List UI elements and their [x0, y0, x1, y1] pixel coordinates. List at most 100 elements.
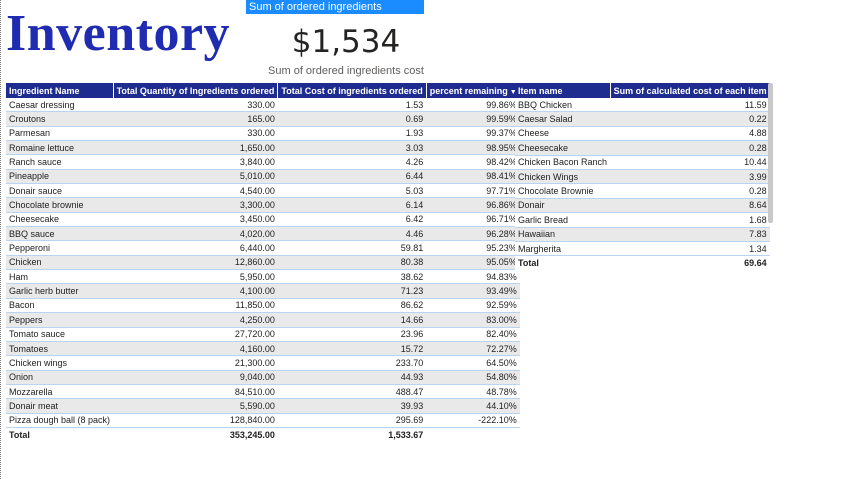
- item-name-cell: Cheese: [515, 126, 611, 142]
- table-row[interactable]: Caesar Salad 0.22: [515, 111, 770, 127]
- quantity-cell: 4,020.00: [113, 226, 278, 242]
- table-row[interactable]: Chicken wings 21,300.00 233.70 64.50%: [6, 355, 520, 371]
- table-row[interactable]: Cheesecake 3,450.00 6.42 96.71%: [6, 212, 520, 228]
- column-header-total-quantity[interactable]: Total Quantity of Ingredients ordered: [113, 83, 279, 98]
- column-header-total-cost[interactable]: Total Cost of ingredients ordered: [277, 83, 427, 98]
- items-table: Item name Sum of calculated cost of each…: [515, 83, 770, 270]
- table-row[interactable]: Chocolate brownie 3,300.00 6.14 96.86%: [6, 197, 520, 213]
- item-name-cell: Chocolate Brownie: [515, 183, 611, 199]
- table-row[interactable]: Donair 8.64: [515, 198, 770, 214]
- table-row[interactable]: Garlic herb butter 4,100.00 71.23 93.49%: [6, 283, 520, 299]
- column-header-percent-remaining[interactable]: percent remaining ▼: [426, 83, 520, 98]
- table-row[interactable]: Onion 9,040.00 44.93 54.80%: [6, 370, 520, 385]
- table-row[interactable]: Romaine lettuce 1,650.00 3.03 98.95%: [6, 140, 520, 156]
- percent-remaining-cell: 95.23%: [426, 240, 520, 256]
- percent-remaining-cell: 44.10%: [426, 398, 520, 414]
- percent-remaining-cell: 72.27%: [426, 341, 520, 357]
- item-name-cell: Margherita: [515, 241, 611, 257]
- table-row[interactable]: Croutons 165.00 0.69 99.59%: [6, 111, 520, 127]
- ingredient-name-cell: Tomato sauce: [6, 327, 114, 342]
- table-row[interactable]: Ham 5,950.00 38.62 94.83%: [6, 269, 520, 285]
- table-row[interactable]: Ranch sauce 3,840.00 4.26 98.42%: [6, 154, 520, 170]
- percent-remaining-cell: 99.37%: [426, 126, 520, 142]
- table-row[interactable]: Margherita 1.34: [515, 241, 770, 257]
- table-row[interactable]: Mozzarella 84,510.00 488.47 48.78%: [6, 384, 520, 400]
- item-name-cell: Hawaiian: [515, 227, 611, 242]
- ingredient-name-cell: Romaine lettuce: [6, 140, 114, 156]
- cost-cell: 4.26: [277, 154, 427, 170]
- cost-cell: 6.42: [277, 212, 427, 228]
- column-header-calculated-cost[interactable]: Sum of calculated cost of each item: [610, 83, 770, 98]
- inventory-table: Ingredient Name Total Quantity of Ingred…: [6, 83, 520, 442]
- cost-cell: 80.38: [277, 255, 427, 271]
- ingredient-name-cell: Cheesecake: [6, 212, 114, 228]
- item-cost-cell: 7.83: [610, 227, 770, 242]
- table-row[interactable]: Peppers 4,250.00 14.66 83.00%: [6, 312, 520, 328]
- item-cost-cell: 1.68: [610, 212, 770, 228]
- table-row[interactable]: Bacon 11,850.00 86.62 92.59%: [6, 298, 520, 314]
- item-cost-cell: 11.59: [610, 98, 770, 113]
- table-row[interactable]: Chicken Bacon Ranch 10.44: [515, 155, 770, 170]
- ingredient-name-cell: Donair meat: [6, 398, 114, 414]
- quantity-cell: 1,650.00: [113, 140, 278, 156]
- cost-cell: 4.46: [277, 226, 427, 242]
- column-header-item-name[interactable]: Item name: [515, 83, 611, 98]
- total-ingredient-name-cell: Total: [6, 426, 114, 442]
- cost-cell: 23.96: [277, 327, 427, 342]
- cost-cell: 15.72: [277, 341, 427, 357]
- quantity-cell: 84,510.00: [113, 384, 278, 400]
- quantity-cell: 3,840.00: [113, 154, 278, 170]
- cost-cell: 488.47: [277, 384, 427, 400]
- table-row[interactable]: Hawaiian 7.83: [515, 227, 770, 242]
- percent-remaining-label: percent remaining: [429, 85, 508, 96]
- table-row[interactable]: BBQ sauce 4,020.00 4.46 96.28%: [6, 226, 520, 242]
- cost-cell: 44.93: [277, 370, 427, 385]
- table-row[interactable]: Garlic Bread 1.68: [515, 212, 770, 228]
- item-cost-cell: 1.34: [610, 241, 770, 257]
- table-row[interactable]: Chocolate Brownie 0.28: [515, 183, 770, 199]
- table-row[interactable]: Tomatoes 4,160.00 15.72 72.27%: [6, 341, 520, 357]
- table-row[interactable]: Chicken Wings 3.99: [515, 169, 770, 185]
- total-item-cost-cell: 69.64: [610, 255, 770, 270]
- item-name-cell: Caesar Salad: [515, 111, 611, 127]
- cost-cell: 86.62: [277, 298, 427, 314]
- table-row[interactable]: Pizza dough ball (8 pack) 128,840.00 295.6…: [6, 413, 520, 428]
- column-header-ingredient-name[interactable]: Ingredient Name: [6, 83, 114, 98]
- sort-descending-icon[interactable]: ▼: [509, 88, 517, 96]
- quantity-cell: 4,540.00: [113, 183, 278, 199]
- cost-cell: 6.44: [277, 169, 427, 185]
- table-row[interactable]: Parmesan 330.00 1.93 99.37%: [6, 126, 520, 142]
- items-table-scrollbar[interactable]: [768, 83, 773, 223]
- ingredient-name-cell: Mozzarella: [6, 384, 114, 400]
- items-table-header-row: Item name Sum of calculated cost of each…: [515, 83, 770, 98]
- ingredient-name-cell: Peppers: [6, 312, 114, 328]
- percent-remaining-cell: 98.95%: [426, 140, 520, 156]
- item-name-cell: BBQ Chicken: [515, 98, 611, 113]
- percent-remaining-cell: 96.28%: [426, 226, 520, 242]
- total-row: Total 69.64: [515, 255, 770, 270]
- table-row[interactable]: Pepperoni 6,440.00 59.81 95.23%: [6, 240, 520, 256]
- percent-remaining-cell: 96.71%: [426, 212, 520, 228]
- table-row[interactable]: Donair sauce 4,540.00 5.03 97.71%: [6, 183, 520, 199]
- table-row[interactable]: Tomato sauce 27,720.00 23.96 82.40%: [6, 327, 520, 342]
- table-row[interactable]: Chicken 12,860.00 80.38 95.05%: [6, 255, 520, 271]
- percent-remaining-cell: 97.71%: [426, 183, 520, 199]
- ingredient-name-cell: Chicken: [6, 255, 114, 271]
- percent-remaining-cell: 99.86%: [426, 98, 520, 113]
- cost-cell: 1.93: [277, 126, 427, 142]
- table-row[interactable]: Caesar dressing 330.00 1.53 99.86%: [6, 98, 520, 113]
- quantity-cell: 4,160.00: [113, 341, 278, 357]
- percent-remaining-cell: 64.50%: [426, 355, 520, 371]
- table-row[interactable]: Cheesecake 0.28: [515, 140, 770, 156]
- item-name-cell: Cheesecake: [515, 140, 611, 156]
- percent-remaining-cell: 83.00%: [426, 312, 520, 328]
- cost-cell: 71.23: [277, 283, 427, 299]
- quantity-cell: 128,840.00: [113, 413, 278, 428]
- table-row[interactable]: BBQ Chicken 11.59: [515, 98, 770, 113]
- table-row[interactable]: Pineapple 5,010.00 6.44 98.41%: [6, 169, 520, 185]
- table-row[interactable]: Cheese 4.88: [515, 126, 770, 142]
- ingredient-name-cell: Chocolate brownie: [6, 197, 114, 213]
- percent-remaining-cell: -222.10%: [426, 413, 520, 428]
- table-row[interactable]: Donair meat 5,590.00 39.93 44.10%: [6, 398, 520, 414]
- percent-remaining-cell: 94.83%: [426, 269, 520, 285]
